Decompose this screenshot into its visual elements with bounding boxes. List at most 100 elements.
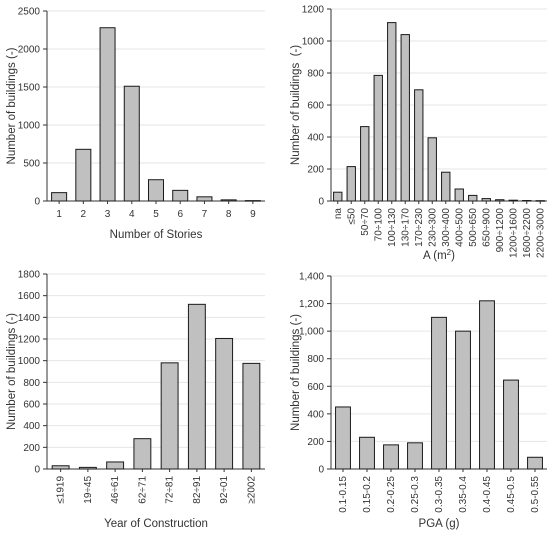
x-tick-label: 100÷130: [387, 208, 398, 247]
x-tick-label: 6: [177, 209, 183, 220]
x-tick-label: 50÷70: [360, 208, 371, 236]
y-tick-label: 1800: [18, 270, 41, 281]
bar: [414, 89, 424, 202]
x-tick-label: na: [333, 208, 344, 220]
x-tick-label: ≤1919: [56, 476, 67, 504]
bar: [400, 34, 410, 202]
chart-4: 0 200 400 600 800 1,000 1,200 1,400 0.1-0.15 0.15…: [290, 272, 547, 530]
x-tick-label: 8: [226, 209, 232, 220]
y-tick-label: 0: [318, 197, 324, 208]
bar: [481, 198, 491, 202]
y-tick-label: 2500: [18, 7, 41, 18]
bar: [383, 444, 399, 470]
y-tick-label: 800: [23, 378, 40, 389]
chart-1: 0 500 1000 1500 2000 2500 1 2 3 4 5 6 7 8 9 Number of S…: [6, 7, 265, 241]
x-tick-label: 300÷400: [441, 208, 452, 247]
x-tick-label: 4: [129, 209, 135, 220]
y-axis-label: Number of buildings (-): [6, 313, 18, 430]
y-tick-label: 1,400: [299, 272, 324, 283]
chart-3: 0 200 400 600 800 1000 1200 1400 1600 1800 ≤1919 19…: [6, 270, 265, 530]
y-tick-label: 2000: [18, 45, 41, 56]
y-tick-label: 1000: [18, 121, 41, 132]
y-tick-label: 400: [307, 133, 324, 144]
y-tick-label: 600: [307, 382, 324, 393]
bar: [527, 456, 543, 470]
x-tick-label: 5: [153, 209, 159, 220]
x-tick-label: 650÷900: [481, 208, 492, 247]
bar: [106, 461, 125, 470]
y-tick-label: 200: [23, 443, 40, 454]
x-tick-label: 72÷81: [165, 476, 176, 504]
x-tick-label: 92÷01: [219, 476, 230, 504]
x-axis-label: PGA (g): [419, 518, 460, 530]
y-tick-label: 600: [23, 400, 40, 411]
y-tick-label: 0: [318, 465, 324, 476]
x-tick-label: 0.5-0.55: [530, 476, 541, 513]
bar: [51, 192, 68, 202]
y-tick-label: 0: [34, 197, 40, 208]
bar: [133, 438, 152, 470]
y-axis-label: Number of buildings (-): [6, 47, 18, 164]
bar: [373, 74, 383, 202]
x-tick-label: 500÷650: [468, 208, 479, 247]
y-tick-label: 200: [307, 437, 324, 448]
x-tick-label: 3: [105, 209, 111, 220]
x-tick-label: 2: [81, 209, 87, 220]
y-tick-label: 0: [34, 465, 40, 476]
x-tick-label: ≤50: [346, 208, 357, 225]
bar: [495, 199, 505, 202]
x-tick-label: 70÷100: [373, 208, 384, 242]
bar: [333, 191, 343, 202]
bar: [335, 406, 351, 470]
y-tick-label: 1,000: [299, 327, 324, 338]
bar: [187, 303, 206, 470]
bar: [407, 442, 423, 470]
x-tick-label: 1: [56, 209, 62, 220]
y-tick-label: 1000: [302, 37, 325, 48]
x-tick-label: 230÷300: [427, 208, 438, 247]
bar: [360, 126, 370, 202]
y-tick-label: 400: [23, 421, 40, 432]
y-axis-label: Number of buildings (-): [290, 45, 302, 165]
x-tick-label: 130÷170: [400, 208, 411, 247]
y-tick-label: 1400: [18, 313, 41, 324]
bar: [215, 337, 234, 470]
bar: [78, 466, 97, 470]
bar: [75, 148, 92, 202]
bar: [196, 196, 213, 202]
y-tick-label: 200: [307, 165, 324, 176]
y-tick-label: 1,200: [299, 299, 324, 310]
y-axis-label: Number of buildings (-): [290, 314, 302, 431]
bar: [455, 330, 471, 470]
y-tick-label: 1200: [18, 335, 41, 346]
bar: [441, 171, 451, 202]
bar: [427, 137, 437, 202]
bar: [503, 379, 519, 470]
x-tick-label: 0.35-0.4: [458, 476, 469, 513]
x-tick-label: 9: [250, 209, 256, 220]
x-tick-label: 7: [202, 209, 208, 220]
y-tick-label: 600: [307, 101, 324, 112]
bar: [468, 194, 478, 202]
x-tick-label: 1200÷1600: [508, 208, 519, 258]
bar: [431, 316, 447, 470]
bar: [220, 199, 237, 202]
x-tick-label: 0.4-0.45: [482, 476, 493, 513]
y-tick-label: 500: [23, 159, 40, 170]
x-tick-label: 1600÷2200: [522, 208, 533, 258]
bar: [508, 199, 518, 202]
x-axis-label: A (m2): [423, 248, 455, 263]
bar: [123, 85, 140, 202]
x-tick-label: 46÷61: [110, 476, 121, 504]
x-tick-label: 0.15-0.2: [362, 476, 373, 513]
x-tick-label: 400÷500: [454, 208, 465, 247]
x-axis-label: Number of Stories: [110, 229, 203, 241]
y-tick-label: 1000: [18, 356, 41, 367]
x-axis-label: Year of Construction: [104, 518, 208, 530]
y-tick-label: 800: [307, 354, 324, 365]
x-tick-label: 0.25-0.3: [410, 476, 421, 513]
x-tick-label: 170÷230: [414, 208, 425, 247]
bar: [522, 200, 532, 202]
x-tick-label: ≥2002: [246, 476, 257, 504]
